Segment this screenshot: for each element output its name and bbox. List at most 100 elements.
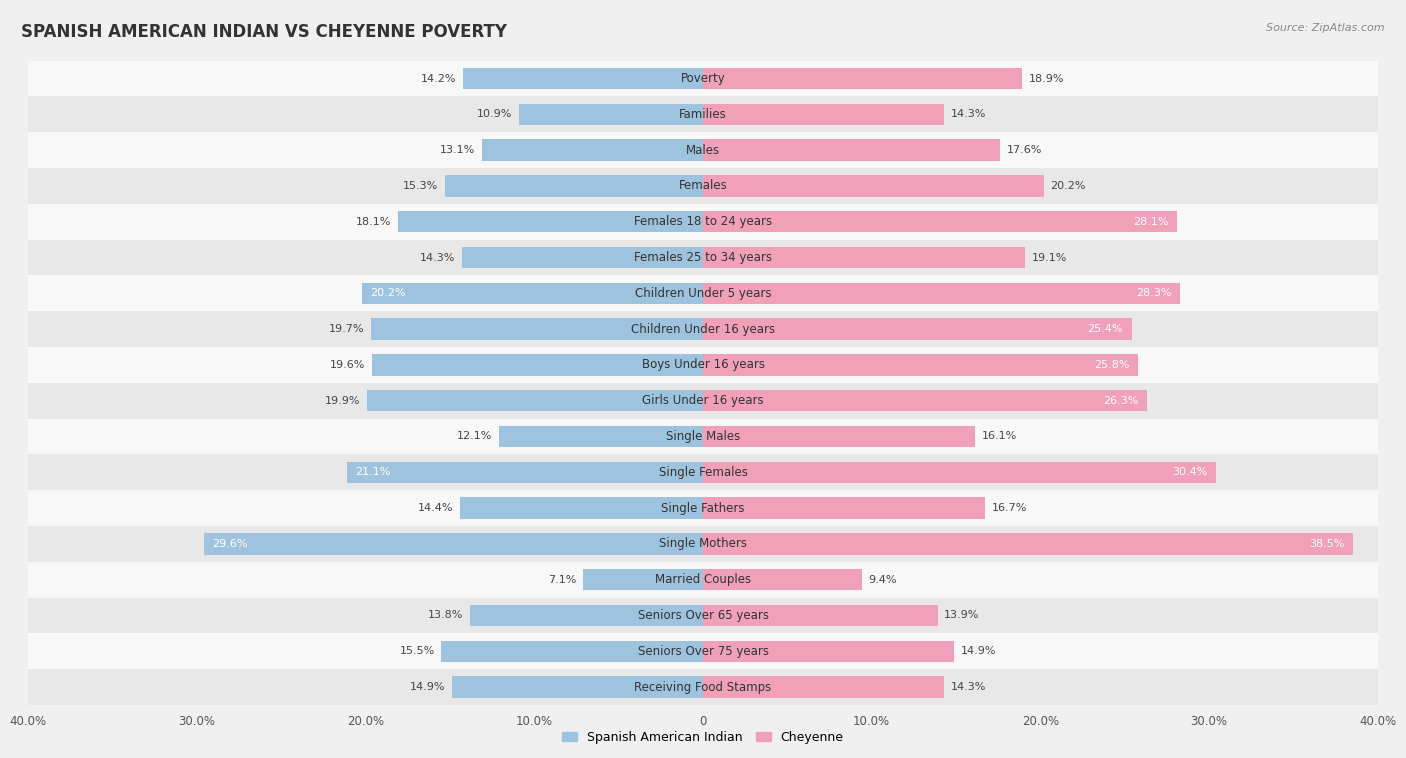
Bar bbox=[461, 247, 703, 268]
Text: 13.8%: 13.8% bbox=[427, 610, 464, 621]
Text: Girls Under 16 years: Girls Under 16 years bbox=[643, 394, 763, 407]
Bar bbox=[28, 168, 1378, 204]
Bar bbox=[703, 175, 1043, 196]
Bar bbox=[363, 283, 703, 304]
Text: 28.1%: 28.1% bbox=[1133, 217, 1168, 227]
Text: Females 25 to 34 years: Females 25 to 34 years bbox=[634, 251, 772, 264]
Text: 19.9%: 19.9% bbox=[325, 396, 360, 406]
Bar bbox=[451, 676, 703, 698]
Bar bbox=[703, 497, 984, 518]
Bar bbox=[367, 390, 703, 412]
Text: Single Males: Single Males bbox=[666, 430, 740, 443]
Text: 18.1%: 18.1% bbox=[356, 217, 391, 227]
Bar bbox=[703, 426, 974, 447]
Text: 14.9%: 14.9% bbox=[962, 647, 997, 656]
Bar bbox=[28, 132, 1378, 168]
Text: 21.1%: 21.1% bbox=[356, 467, 391, 478]
Bar bbox=[703, 139, 1000, 161]
Bar bbox=[703, 283, 1181, 304]
Bar bbox=[703, 354, 1139, 376]
Text: 14.3%: 14.3% bbox=[950, 109, 987, 119]
Bar bbox=[703, 533, 1353, 555]
Text: 19.6%: 19.6% bbox=[330, 360, 366, 370]
Bar bbox=[703, 211, 1177, 233]
Bar bbox=[703, 676, 945, 698]
Bar bbox=[519, 104, 703, 125]
Bar bbox=[482, 139, 703, 161]
Text: Source: ZipAtlas.com: Source: ZipAtlas.com bbox=[1267, 23, 1385, 33]
Text: 20.2%: 20.2% bbox=[1050, 181, 1085, 191]
Text: Families: Families bbox=[679, 108, 727, 121]
Bar bbox=[703, 247, 1025, 268]
Text: 14.3%: 14.3% bbox=[950, 682, 987, 692]
Bar bbox=[28, 96, 1378, 132]
Bar bbox=[703, 67, 1022, 89]
Text: Females 18 to 24 years: Females 18 to 24 years bbox=[634, 215, 772, 228]
Bar bbox=[703, 569, 862, 590]
Bar bbox=[28, 634, 1378, 669]
Text: 20.2%: 20.2% bbox=[371, 288, 406, 299]
Bar bbox=[398, 211, 703, 233]
Text: 15.3%: 15.3% bbox=[404, 181, 439, 191]
Bar bbox=[703, 462, 1216, 483]
Text: 7.1%: 7.1% bbox=[548, 575, 576, 584]
Text: Single Mothers: Single Mothers bbox=[659, 537, 747, 550]
Text: SPANISH AMERICAN INDIAN VS CHEYENNE POVERTY: SPANISH AMERICAN INDIAN VS CHEYENNE POVE… bbox=[21, 23, 508, 41]
Bar bbox=[460, 497, 703, 518]
Bar bbox=[28, 204, 1378, 240]
Bar bbox=[28, 454, 1378, 490]
Text: 10.9%: 10.9% bbox=[477, 109, 512, 119]
Bar bbox=[28, 669, 1378, 705]
Text: 16.1%: 16.1% bbox=[981, 431, 1017, 441]
Bar bbox=[28, 597, 1378, 634]
Text: 28.3%: 28.3% bbox=[1136, 288, 1173, 299]
Bar bbox=[444, 175, 703, 196]
Text: Boys Under 16 years: Boys Under 16 years bbox=[641, 359, 765, 371]
Text: 14.9%: 14.9% bbox=[409, 682, 444, 692]
Text: 13.1%: 13.1% bbox=[440, 145, 475, 155]
Bar bbox=[583, 569, 703, 590]
Bar bbox=[28, 562, 1378, 597]
Bar bbox=[28, 312, 1378, 347]
Text: 14.2%: 14.2% bbox=[422, 74, 457, 83]
Text: Seniors Over 75 years: Seniors Over 75 years bbox=[637, 645, 769, 658]
Bar bbox=[28, 275, 1378, 312]
Text: Poverty: Poverty bbox=[681, 72, 725, 85]
Text: 38.5%: 38.5% bbox=[1309, 539, 1344, 549]
Text: 16.7%: 16.7% bbox=[991, 503, 1026, 513]
Text: 26.3%: 26.3% bbox=[1102, 396, 1139, 406]
Text: Males: Males bbox=[686, 143, 720, 157]
Bar bbox=[28, 490, 1378, 526]
Bar bbox=[703, 605, 938, 626]
Text: Single Fathers: Single Fathers bbox=[661, 502, 745, 515]
Bar bbox=[28, 418, 1378, 454]
Legend: Spanish American Indian, Cheyenne: Spanish American Indian, Cheyenne bbox=[562, 731, 844, 744]
Text: Married Couples: Married Couples bbox=[655, 573, 751, 586]
Bar bbox=[373, 354, 703, 376]
Text: 25.8%: 25.8% bbox=[1094, 360, 1130, 370]
Text: Children Under 5 years: Children Under 5 years bbox=[634, 287, 772, 300]
Bar bbox=[28, 383, 1378, 418]
Text: Receiving Food Stamps: Receiving Food Stamps bbox=[634, 681, 772, 694]
Bar bbox=[703, 390, 1147, 412]
Text: 9.4%: 9.4% bbox=[869, 575, 897, 584]
Bar bbox=[441, 641, 703, 662]
Bar bbox=[28, 347, 1378, 383]
Bar bbox=[470, 605, 703, 626]
Text: 25.4%: 25.4% bbox=[1088, 324, 1123, 334]
Bar bbox=[28, 240, 1378, 275]
Text: Seniors Over 65 years: Seniors Over 65 years bbox=[637, 609, 769, 622]
Bar bbox=[28, 526, 1378, 562]
Bar bbox=[499, 426, 703, 447]
Bar bbox=[703, 104, 945, 125]
Text: 13.9%: 13.9% bbox=[945, 610, 980, 621]
Text: 29.6%: 29.6% bbox=[212, 539, 247, 549]
Bar bbox=[204, 533, 703, 555]
Text: Females: Females bbox=[679, 180, 727, 193]
Bar bbox=[371, 318, 703, 340]
Text: 15.5%: 15.5% bbox=[399, 647, 434, 656]
Text: 17.6%: 17.6% bbox=[1007, 145, 1042, 155]
Text: 12.1%: 12.1% bbox=[457, 431, 492, 441]
Bar bbox=[464, 67, 703, 89]
Bar bbox=[703, 318, 1132, 340]
